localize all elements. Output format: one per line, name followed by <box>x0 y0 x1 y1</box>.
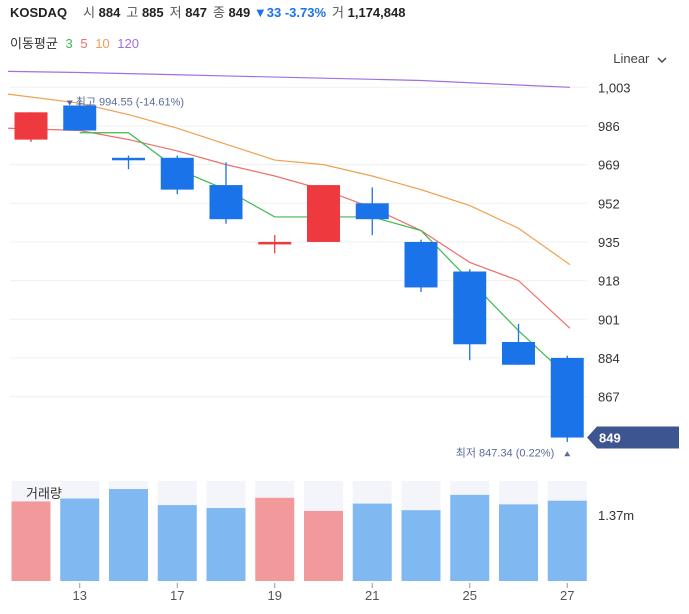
low-marker-arrow-icon <box>564 451 571 457</box>
ma-3-label: 3 <box>65 36 73 51</box>
y-tick-label: 986 <box>598 119 620 134</box>
y-tick-label: 867 <box>598 390 620 405</box>
volume-bar <box>157 505 197 581</box>
volume-bar <box>255 497 295 581</box>
candle-body <box>258 241 292 245</box>
candle <box>258 235 292 254</box>
x-axis: 13 17 19 21 25 27 <box>73 583 574 603</box>
volume-label: 거 <box>332 5 344 20</box>
candle <box>14 112 48 142</box>
volume-bar <box>60 498 100 581</box>
change-value: ▼33 <box>253 5 282 20</box>
y-axis: 1,003 986 969 952 935 918 901 884 867 1.37m <box>598 80 634 523</box>
y-tick-label: 918 <box>598 274 620 289</box>
volume-bar <box>450 494 490 581</box>
ma-5-line <box>7 127 571 329</box>
x-tick-label: 25 <box>463 588 477 603</box>
volume-panel: 거래량 <box>11 481 587 581</box>
close-label: 종 <box>212 5 225 20</box>
volume-bar <box>352 503 392 581</box>
x-tick-label: 13 <box>73 588 87 603</box>
candle-body <box>63 105 97 131</box>
volume-bar <box>499 504 538 581</box>
volume-panel-label: 거래량 <box>26 486 62 501</box>
candle <box>502 323 535 365</box>
symbol-name: KOSDAQ <box>10 5 68 20</box>
grid-lines <box>10 86 587 398</box>
candle-body <box>404 241 438 288</box>
ma-120-line <box>7 70 571 88</box>
high-value: 885 <box>141 5 164 20</box>
change-percent: -3.73% <box>284 5 327 20</box>
ma-3-line <box>79 132 571 379</box>
candle-body <box>307 185 340 242</box>
volume-bar <box>304 510 343 581</box>
low-label: 저 <box>169 5 182 20</box>
last-price-label: 849 <box>599 431 621 446</box>
scale-selector[interactable]: Linear <box>613 51 667 66</box>
price-markers: 최고 994.55 (-14.61%) 최저 847.34 (0.22%) 849 <box>66 96 679 459</box>
x-tick-label: 27 <box>560 588 574 603</box>
moving-average-legend[interactable]: 이동평균 3 5 10 120 <box>10 33 139 52</box>
y-tick-label: 952 <box>598 196 620 211</box>
y-tick-label: 1,003 <box>598 80 631 95</box>
candle-body <box>209 185 243 220</box>
candle-body <box>453 271 487 345</box>
high-marker-label: 최고 994.55 (-14.61%) <box>76 96 184 109</box>
open-value: 884 <box>98 5 121 20</box>
x-tick-label: 19 <box>268 588 282 603</box>
volume-bar <box>547 500 587 581</box>
candle-body <box>14 112 48 140</box>
candle <box>550 355 584 443</box>
candle-body <box>160 157 194 190</box>
close-value: 849 <box>228 5 251 20</box>
high-marker-arrow-icon <box>66 100 73 106</box>
scale-selector-label: Linear <box>613 51 650 66</box>
candle <box>453 269 487 361</box>
candle <box>112 155 145 170</box>
low-marker-label: 최저 847.34 (0.22%) <box>456 446 555 459</box>
candle-body <box>355 203 389 220</box>
candles <box>14 100 584 443</box>
ma-5-label: 5 <box>80 36 88 51</box>
ma-legend-label: 이동평균 <box>10 36 58 51</box>
candle <box>209 162 243 224</box>
y-tick-label: 884 <box>598 351 620 366</box>
candle <box>160 155 194 195</box>
candle-body <box>550 357 584 438</box>
open-label: 시 <box>83 5 96 20</box>
last-price-tag <box>587 426 679 449</box>
volume-bar <box>11 501 51 581</box>
candle-body <box>112 157 145 161</box>
volume-bar <box>401 510 441 581</box>
ma-10-label: 10 <box>95 36 110 51</box>
volume-max-label: 1.37m <box>598 508 634 523</box>
candle <box>63 100 97 131</box>
candle <box>307 185 340 242</box>
volume-bar <box>206 508 246 581</box>
ma-10-line <box>7 93 571 266</box>
candle-body <box>502 342 535 365</box>
volume-bar <box>109 489 148 581</box>
y-tick-label: 935 <box>598 235 620 250</box>
chevron-down-icon <box>657 51 667 66</box>
x-tick-label: 17 <box>170 588 184 603</box>
candle <box>355 187 389 236</box>
ma-120-label: 120 <box>117 36 139 51</box>
volume-value: 1,174,848 <box>347 5 406 20</box>
high-label: 고 <box>126 5 139 20</box>
x-tick-label: 21 <box>365 588 379 603</box>
low-value: 847 <box>185 5 207 20</box>
candle <box>404 239 438 292</box>
y-tick-label: 901 <box>598 312 620 327</box>
y-tick-label: 969 <box>598 158 620 173</box>
price-header: KOSDAQ 시 884 고 885 저 847 종 849 ▼33 -3.73% 거 1… <box>10 4 405 22</box>
